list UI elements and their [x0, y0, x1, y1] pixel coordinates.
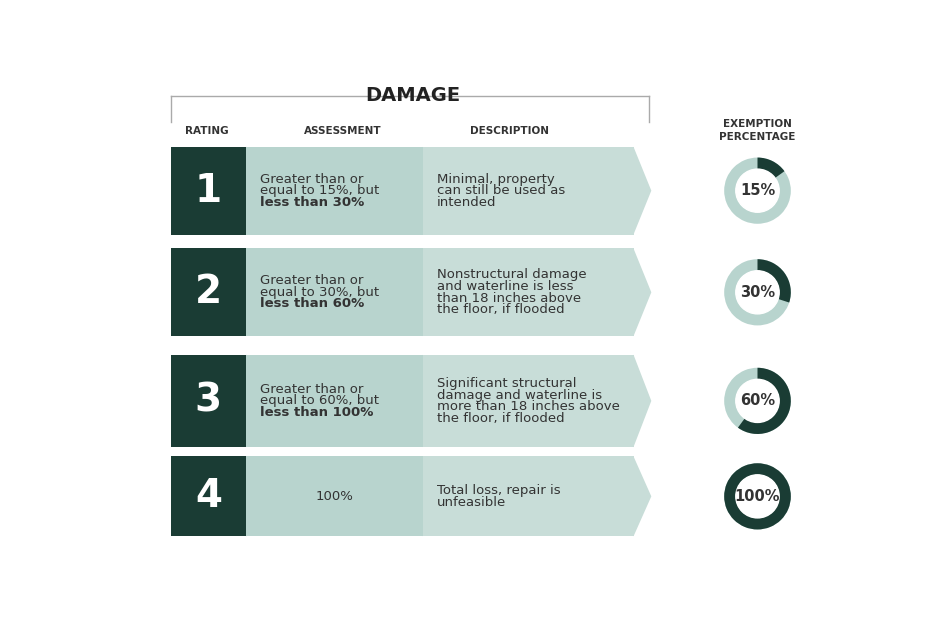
Text: ASSESSMENT: ASSESSMENT [304, 126, 381, 136]
Text: Greater than or: Greater than or [260, 274, 362, 287]
Polygon shape [245, 355, 263, 447]
Text: Minimal, property: Minimal, property [436, 172, 554, 185]
Circle shape [735, 169, 779, 212]
Text: 60%: 60% [739, 393, 774, 409]
Text: unfeasible: unfeasible [436, 495, 505, 508]
Text: the floor, if flooded: the floor, if flooded [436, 412, 564, 425]
Polygon shape [632, 355, 650, 447]
Text: Significant structural: Significant structural [436, 377, 576, 390]
Text: damage and waterline is: damage and waterline is [436, 389, 601, 402]
Text: 30%: 30% [739, 285, 774, 300]
Wedge shape [723, 259, 790, 326]
Text: Greater than or: Greater than or [260, 383, 362, 396]
Text: Nonstructural damage: Nonstructural damage [436, 268, 585, 281]
Circle shape [735, 475, 779, 518]
Wedge shape [737, 368, 790, 434]
Text: more than 18 inches above: more than 18 inches above [436, 400, 619, 413]
Bar [422, 147, 632, 234]
Text: the floor, if flooded: the floor, if flooded [436, 303, 564, 316]
Text: equal to 30%, but: equal to 30%, but [260, 286, 379, 299]
Text: DAMAGE: DAMAGE [364, 86, 460, 105]
Text: less than 30%: less than 30% [260, 196, 363, 209]
Polygon shape [422, 456, 440, 536]
Bar [171, 147, 245, 234]
Text: DESCRIPTION: DESCRIPTION [469, 126, 548, 136]
Text: can still be used as: can still be used as [436, 184, 565, 197]
Bar [171, 249, 245, 336]
Polygon shape [422, 147, 440, 234]
Text: than 18 inches above: than 18 inches above [436, 291, 581, 304]
Text: equal to 60%, but: equal to 60%, but [260, 394, 379, 407]
Bar [171, 355, 245, 447]
Circle shape [735, 271, 779, 314]
Text: RATING: RATING [185, 126, 228, 136]
Bar [171, 456, 245, 536]
Text: 4: 4 [194, 477, 222, 515]
Wedge shape [757, 157, 784, 178]
Bar [422, 456, 632, 536]
Text: Greater than or: Greater than or [260, 172, 362, 185]
Text: intended: intended [436, 196, 496, 209]
Wedge shape [723, 463, 790, 529]
Wedge shape [757, 259, 790, 303]
Bar [245, 249, 422, 336]
Polygon shape [245, 147, 263, 234]
Text: 15%: 15% [739, 183, 774, 198]
Text: Total loss, repair is: Total loss, repair is [436, 484, 560, 497]
Polygon shape [245, 456, 263, 536]
Polygon shape [245, 249, 263, 336]
Polygon shape [632, 249, 650, 336]
Polygon shape [422, 355, 440, 447]
Text: and waterline is less: and waterline is less [436, 280, 573, 293]
Polygon shape [422, 249, 440, 336]
Text: less than 60%: less than 60% [260, 298, 363, 311]
Text: EXEMPTION
PERCENTAGE: EXEMPTION PERCENTAGE [718, 119, 795, 142]
Bar [245, 456, 422, 536]
Wedge shape [723, 157, 790, 224]
Text: 3: 3 [194, 382, 222, 420]
Polygon shape [632, 456, 650, 536]
Bar [422, 355, 632, 447]
Wedge shape [723, 368, 790, 434]
Text: less than 100%: less than 100% [260, 406, 373, 419]
Text: 100%: 100% [315, 490, 353, 503]
Wedge shape [723, 463, 790, 529]
Text: 1: 1 [194, 172, 222, 210]
Text: equal to 15%, but: equal to 15%, but [260, 184, 379, 197]
Polygon shape [632, 147, 650, 234]
Circle shape [735, 379, 779, 422]
Bar [245, 147, 422, 234]
Text: 2: 2 [194, 273, 222, 311]
Bar [422, 249, 632, 336]
Bar [245, 355, 422, 447]
Text: 100%: 100% [734, 489, 780, 504]
